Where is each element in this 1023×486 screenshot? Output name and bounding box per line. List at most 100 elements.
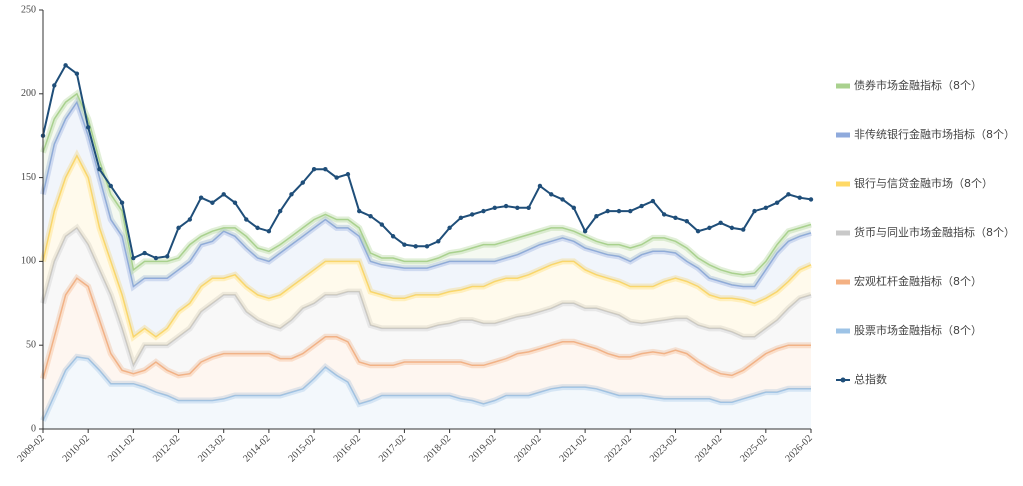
total-point (481, 208, 486, 214)
total-point (741, 227, 746, 232)
x-tick-label: 2010-02 (61, 433, 92, 464)
x-tick-label: 2013-02 (196, 433, 227, 464)
y-tick-label: 150 (21, 172, 36, 183)
total-point (594, 213, 599, 219)
legend-swatch (836, 230, 850, 236)
total-point (187, 217, 193, 222)
total-point (582, 229, 588, 234)
total-point (661, 212, 667, 217)
y-tick-label: 200 (21, 88, 36, 99)
total-point (97, 167, 102, 172)
x-tick-label: 2014-02 (241, 433, 272, 464)
y-tick-label: 50 (26, 339, 36, 350)
y-tick-label: 0 (31, 423, 36, 434)
total-point (210, 200, 215, 205)
total-point (176, 225, 181, 231)
total-point (379, 222, 385, 227)
total-point (492, 205, 497, 210)
x-tick-label: 2021-02 (558, 433, 589, 464)
legend-swatch (836, 328, 850, 334)
total-point (119, 200, 125, 205)
total-point (639, 203, 644, 209)
total-point (311, 167, 317, 172)
x-tick-label: 2012-02 (151, 433, 182, 464)
x-tick-label: 2015-02 (286, 433, 317, 464)
legend-label: 总指数 (854, 372, 887, 386)
legend-dot (840, 377, 846, 383)
x-tick-label: 2020-02 (512, 433, 543, 464)
total-point (628, 208, 633, 214)
x-tick-label: 2026-02 (783, 433, 814, 464)
total-point (334, 175, 339, 180)
total-point (526, 205, 531, 210)
area-edge (42, 277, 811, 379)
total-point (289, 192, 294, 197)
legend-label: 非传统银行金融市场指标（8个） (854, 127, 1015, 141)
total-point (571, 205, 577, 210)
total-point (673, 215, 678, 221)
x-tick-label: 2019-02 (467, 433, 498, 464)
area-edge (42, 226, 812, 368)
total-point (402, 242, 407, 247)
legend-label: 债券市场金融指标（8个） (854, 78, 982, 92)
total-point (266, 229, 272, 234)
total-point (413, 244, 418, 249)
total-point (244, 217, 249, 222)
y-tick-label: 100 (21, 256, 36, 267)
area-edge (42, 356, 811, 421)
total-point (390, 234, 396, 239)
total-point (537, 183, 543, 189)
area-fill (43, 102, 811, 337)
total-point (85, 125, 91, 130)
area-fill (43, 227, 811, 379)
total-point (165, 254, 170, 259)
x-tick-label: 2011-02 (106, 433, 137, 464)
total-point (515, 205, 520, 210)
total-point (221, 192, 226, 197)
total-point (752, 208, 757, 214)
total-point (503, 203, 509, 209)
legend-swatch (836, 83, 850, 89)
total-point (786, 192, 791, 197)
total-point (718, 220, 723, 226)
area-fill (43, 278, 811, 421)
legend-swatch (836, 181, 850, 187)
total-point (729, 225, 735, 231)
total-point (131, 255, 136, 261)
total-point (63, 63, 68, 68)
total-point (549, 192, 554, 197)
area-fill (43, 155, 811, 366)
legend-label: 股票市场金融指标（8个） (854, 323, 982, 337)
legend-swatch (836, 279, 850, 285)
area-fill (43, 356, 811, 429)
x-tick-label: 2024-02 (693, 433, 724, 464)
total-point (142, 250, 147, 256)
total-point (153, 255, 159, 261)
total-point (300, 180, 305, 185)
total-point (774, 200, 780, 205)
total-point (605, 208, 610, 214)
total-point (436, 239, 441, 244)
total-point (108, 183, 113, 189)
legend-label: 宏观杠杆金融指标（8个） (854, 274, 982, 288)
area-edge (42, 154, 812, 339)
area-edge (42, 92, 812, 276)
total-point (695, 229, 701, 234)
x-tick-label: 2018-02 (422, 433, 453, 464)
x-tick-label: 2022-02 (603, 433, 634, 464)
legend-label: 货币与同业市场金融指标（8个） (854, 225, 1015, 239)
x-tick-label: 2025-02 (738, 433, 769, 464)
total-point (277, 208, 283, 214)
legend-swatch (836, 132, 850, 138)
total-point (469, 212, 475, 217)
total-point (368, 213, 373, 219)
total-point (345, 172, 351, 177)
x-tick-label: 2016-02 (332, 433, 363, 464)
total-line (42, 63, 812, 260)
total-point (616, 208, 622, 214)
total-point (323, 167, 328, 172)
total-point (797, 195, 802, 200)
total-point (808, 197, 814, 202)
total-point (52, 83, 57, 88)
